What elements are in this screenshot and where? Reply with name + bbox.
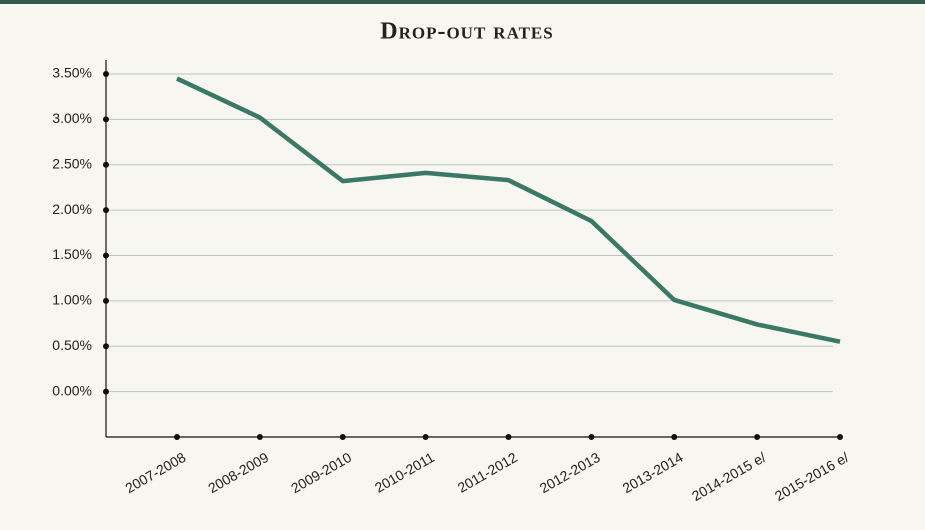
y-tick-label: 0.00% <box>52 382 92 398</box>
y-tick-label: 2.50% <box>52 155 92 171</box>
top-bar <box>0 0 925 4</box>
y-tick-label: 0.50% <box>52 337 92 353</box>
y-tick-label: 1.50% <box>52 246 92 262</box>
x-tick-label: 2009-2010 <box>288 449 354 496</box>
y-tick-label: 3.50% <box>52 65 92 81</box>
x-tick-label: 2015-2016 e/ <box>772 449 852 504</box>
y-tick-label: 3.00% <box>52 110 92 126</box>
x-tick-dot <box>837 434 843 440</box>
x-tick-dot <box>422 434 429 440</box>
x-tick-dot <box>754 434 761 440</box>
chart-title: Drop-out rates <box>380 19 553 45</box>
data-line <box>176 76 841 344</box>
y-tick-label: 1.00% <box>52 292 92 308</box>
x-tick-label: 2011-2012 <box>455 449 520 496</box>
x-tick-dot <box>174 434 180 440</box>
x-tick-label: 2007-2008 <box>122 449 188 496</box>
x-tick-dot <box>339 434 346 440</box>
x-tick-dot <box>588 434 595 440</box>
x-tick-label: 2008-2009 <box>205 449 271 496</box>
x-tick-dot <box>671 434 678 440</box>
x-tick-label: 2012-2013 <box>537 449 603 496</box>
x-tick-label: 2014-2015 e/ <box>689 449 769 504</box>
x-tick-label: 2010-2011 <box>372 449 437 496</box>
y-tick-label: 2.00% <box>52 201 92 217</box>
x-tick-dot <box>505 434 512 440</box>
x-tick-label: 2013-2014 <box>620 449 686 496</box>
x-tick-dot <box>256 434 263 440</box>
